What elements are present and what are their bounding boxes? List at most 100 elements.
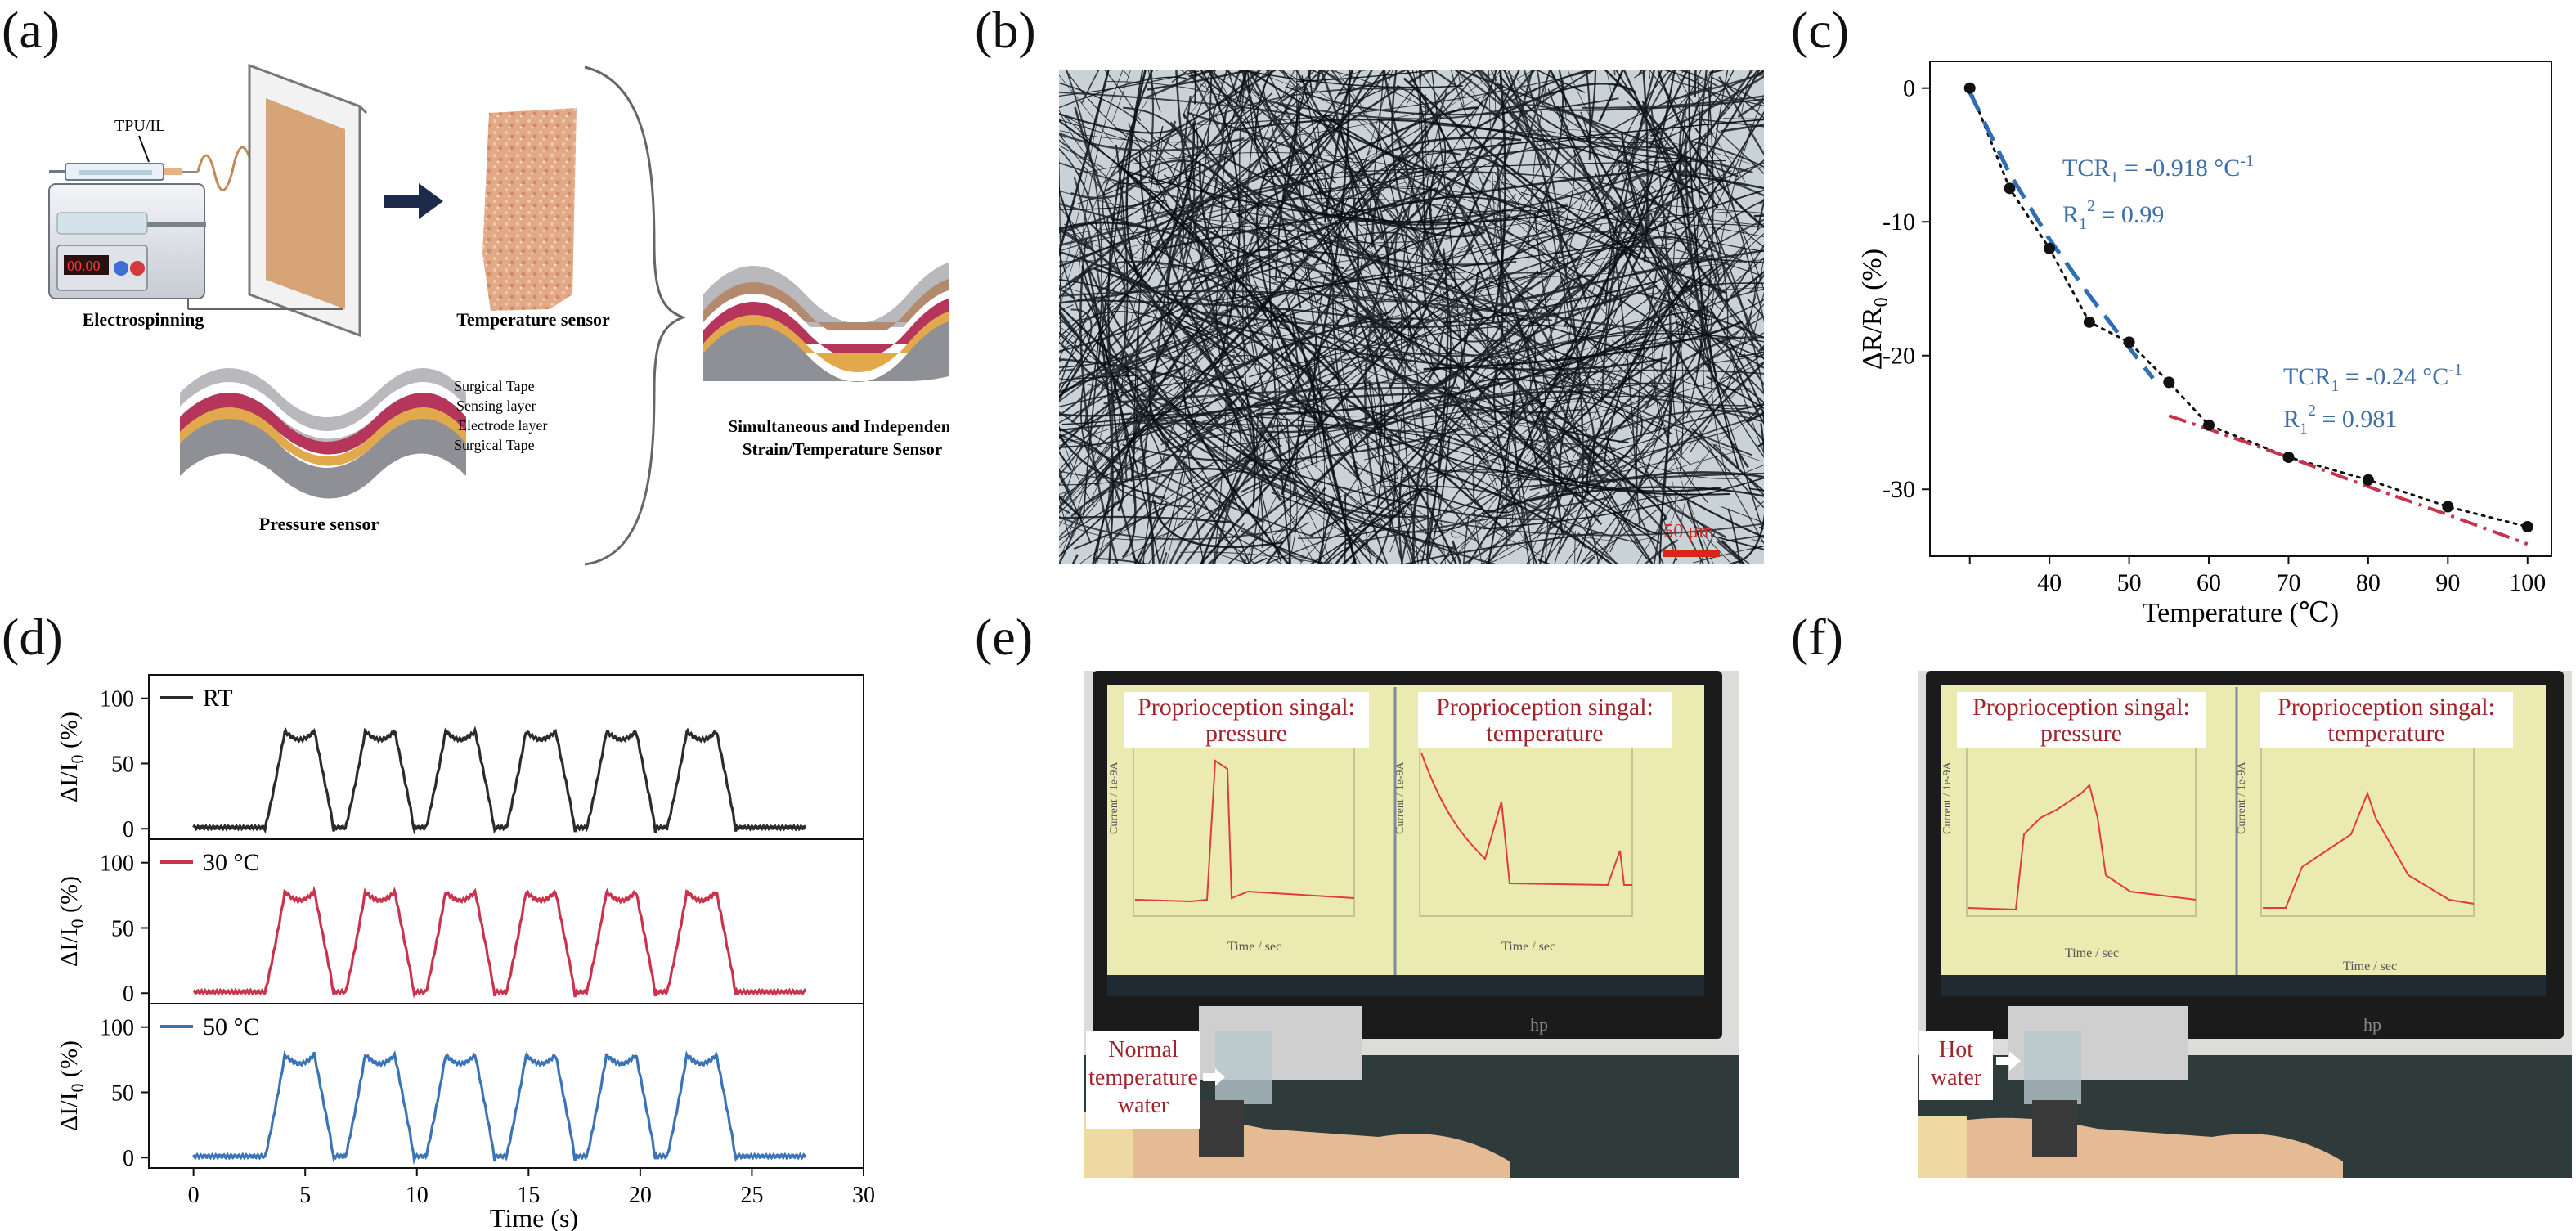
svg-text:Proprioception singal:: Proprioception singal: — [1436, 694, 1654, 721]
annotation-r2b: R12 = 0.981 — [2283, 402, 2397, 438]
svg-text:00.00: 00.00 — [67, 258, 101, 274]
svg-text:TPU/IL: TPU/IL — [114, 117, 165, 135]
x-tick-label-d: 30 — [852, 1183, 875, 1208]
annotation-tcr2: TCR1 = -0.24 °C-1 — [2283, 361, 2462, 395]
combined-sensor-layers — [703, 263, 949, 382]
y-tick-label-d: 0 — [123, 817, 134, 842]
series-line — [192, 1049, 807, 1166]
series-line — [192, 885, 807, 999]
svg-text:Proprioception singal:: Proprioception singal: — [1138, 694, 1355, 721]
y-tick-label-c: 0 — [1903, 75, 1915, 102]
x-axis-label-c: Temperature (℃) — [2143, 598, 2339, 628]
data-point-c — [2044, 242, 2056, 254]
chart-c: 40 50 60 70 80 90 100 0 -10 -20 -30 TCR1 = -0.918 … — [1857, 61, 2552, 628]
schematic-a: 00.00 TPU/IL Electrospinning Temperature… — [48, 63, 949, 566]
y-tick-label-c: -10 — [1883, 209, 1915, 236]
subplot-1: 0 50 100 ΔI/I0 (%) RT — [56, 674, 864, 842]
plot-frame-c — [1929, 61, 2552, 557]
svg-text:pressure: pressure — [1205, 720, 1287, 747]
arrow-right-icon — [1996, 1051, 2021, 1071]
svg-text:hp: hp — [2363, 1014, 2381, 1035]
svg-text:Proprioception singal:: Proprioception singal: — [2278, 694, 2495, 721]
x-tick-label-c: 90 — [2435, 569, 2460, 596]
svg-text:Time / sec: Time / sec — [2065, 946, 2119, 960]
x-axis-label-d: Time (s) — [490, 1203, 578, 1231]
data-point-c — [2123, 336, 2135, 348]
x-tick-label-c: 60 — [2197, 569, 2221, 596]
x-tick-label-c: 80 — [2356, 569, 2381, 596]
arrow-right-icon — [1203, 1068, 1225, 1086]
svg-text:Time / sec: Time / sec — [1227, 940, 1281, 954]
subplot-2: 0 50 100 ΔI/I0 (%) 30 °C — [56, 838, 864, 1007]
svg-text:temperature: temperature — [1088, 1065, 1198, 1090]
curly-brace — [584, 65, 687, 566]
data-point-c — [2282, 452, 2295, 463]
svg-text:Proprioception singal:: Proprioception singal: — [1972, 694, 2190, 721]
data-point-c — [2004, 182, 2016, 195]
svg-text:Current / 1e-9A: Current / 1e-9A — [1941, 761, 1954, 834]
label-combined-line2: Strain/Temperature Sensor — [743, 439, 942, 459]
y-tick-label-c: -30 — [1883, 476, 1915, 503]
syringe — [49, 163, 198, 181]
svg-text:temperature: temperature — [1486, 720, 1603, 747]
svg-text:Surgical Tape: Surgical Tape — [454, 437, 535, 453]
data-point-c — [2163, 376, 2175, 389]
data-point-c — [2521, 521, 2533, 533]
x-tick-label-d: 25 — [740, 1183, 763, 1208]
y-tick-label-d: 50 — [111, 1080, 134, 1106]
fit-line-high — [2168, 414, 2529, 546]
panel-label-c: (c) — [1791, 1, 1850, 59]
y-tick-label-d: 0 — [123, 1146, 134, 1171]
collector-plate — [248, 63, 368, 338]
label-electrospinning: Electrospinning — [83, 309, 204, 330]
x-tick-label-d: 10 — [406, 1183, 429, 1208]
fit-line-low — [1968, 91, 2155, 380]
pressure-sensor-layers — [180, 368, 466, 499]
y-axis-label-c: ΔR/R0 (%) — [1857, 249, 1892, 370]
fiber-micrograph: 50 μm — [1059, 70, 1764, 564]
svg-text:hp: hp — [1530, 1014, 1548, 1035]
subplot-frame — [148, 674, 864, 840]
x-tick-label-d: 20 — [629, 1183, 652, 1208]
y-tick-label-c: -20 — [1883, 343, 1915, 370]
legend-label: 30 °C — [203, 849, 260, 876]
label-pressure-sensor: Pressure sensor — [259, 514, 379, 534]
x-tick-label-d: 5 — [299, 1183, 311, 1208]
panel-label-f: (f) — [1791, 608, 1843, 666]
y-axis-label-d: ΔI/I0 (%) — [56, 876, 88, 967]
dotted-connector-c — [1968, 87, 2529, 528]
svg-text:Surgical Tape: Surgical Tape — [454, 378, 535, 394]
y-tick-label-d: 50 — [111, 916, 134, 941]
svg-text:Current / 1e-9A: Current / 1e-9A — [2236, 761, 2248, 834]
annotation-tcr1: TCR1 = -0.918 °C-1 — [2062, 152, 2254, 186]
y-tick-label-d: 100 — [100, 1016, 134, 1041]
svg-text:pressure: pressure — [2040, 720, 2122, 747]
svg-text:Current / 1e-9A: Current / 1e-9A — [1394, 761, 1407, 834]
y-axis-label-d: ΔI/I0 (%) — [56, 712, 88, 802]
photo-e: Current / 1e-9A Current / 1e-9A Time / s… — [1084, 671, 1739, 1178]
data-point-c — [2203, 419, 2215, 431]
y-tick-label-d: 100 — [100, 851, 134, 877]
y-tick-label-d: 50 — [111, 752, 134, 777]
y-axis-label-d: ΔI/I0 (%) — [56, 1040, 88, 1131]
subplot-3: 0 50 100 ΔI/I0 (%) 50 °C — [56, 1003, 864, 1171]
series-line — [192, 726, 806, 835]
y-tick-label-d: 0 — [123, 982, 134, 1007]
svg-text:Current / 1e-9A: Current / 1e-9A — [1108, 761, 1120, 834]
label-combined-line1: Simultaneous and Independent — [729, 416, 949, 436]
svg-text:Normal: Normal — [1108, 1037, 1178, 1063]
legend-label: RT — [203, 685, 233, 712]
svg-text:Electrode layer: Electrode layer — [458, 417, 547, 434]
x-tick-label-c: 40 — [2037, 569, 2062, 596]
data-point-c — [2083, 316, 2095, 328]
svg-text:Sensing layer: Sensing layer — [456, 398, 536, 414]
svg-text:temperature: temperature — [2327, 720, 2444, 747]
arrow-right-icon — [384, 183, 443, 219]
data-point-c — [1963, 82, 1976, 94]
x-tick-label-d: 0 — [188, 1183, 200, 1208]
scale-bar-label: 50 μm — [1663, 521, 1714, 542]
data-point-c — [2362, 474, 2374, 486]
panel-label-d: (d) — [2, 608, 63, 666]
temperature-sensor-image — [482, 108, 577, 311]
